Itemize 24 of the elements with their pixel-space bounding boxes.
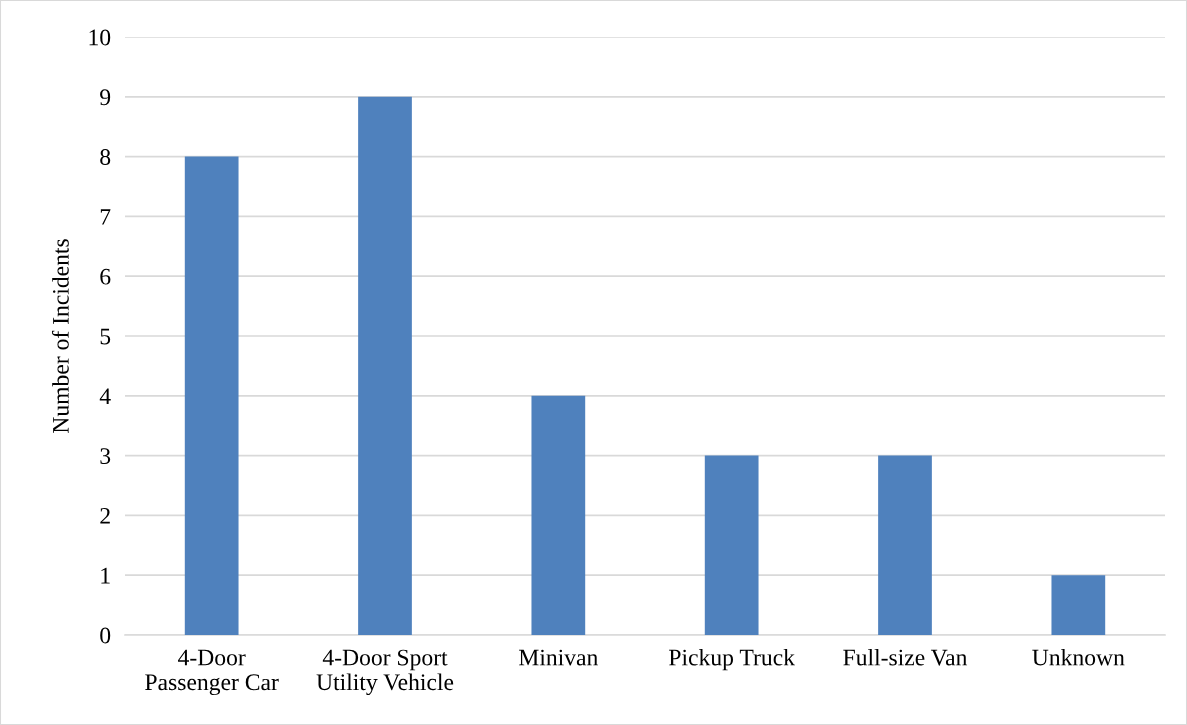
bar — [358, 96, 412, 635]
bar — [704, 455, 759, 635]
y-tick-label: 5 — [100, 328, 111, 345]
y-tick-label: 10 — [89, 29, 111, 46]
y-axis-title: Number of Incidents — [51, 239, 69, 434]
x-tick-label: Unknown — [1032, 648, 1125, 666]
bar — [184, 156, 239, 635]
bar — [531, 395, 586, 635]
x-tick-label: Full-size Van — [843, 648, 968, 666]
y-tick-label: 2 — [100, 507, 110, 524]
y-tick-label: 7 — [100, 209, 111, 225]
y-tick-label: 8 — [100, 149, 111, 166]
bar — [878, 455, 932, 635]
x-tick-label: Pickup Truck — [669, 648, 795, 671]
bar — [1051, 575, 1106, 635]
y-tick-label: 4 — [99, 388, 111, 404]
y-tick-label: 6 — [100, 268, 111, 285]
x-tick-label: 4-Door Passenger Car — [145, 649, 279, 696]
y-tick-label: 9 — [100, 89, 111, 106]
y-tick-label: 3 — [100, 448, 111, 465]
y-tick-label: 1 — [101, 567, 110, 584]
y-tick-label: 0 — [100, 627, 111, 644]
x-tick-label: Minivan — [519, 649, 598, 666]
x-tick-label: 4-Door Sport Utility Vehicle — [316, 649, 454, 696]
